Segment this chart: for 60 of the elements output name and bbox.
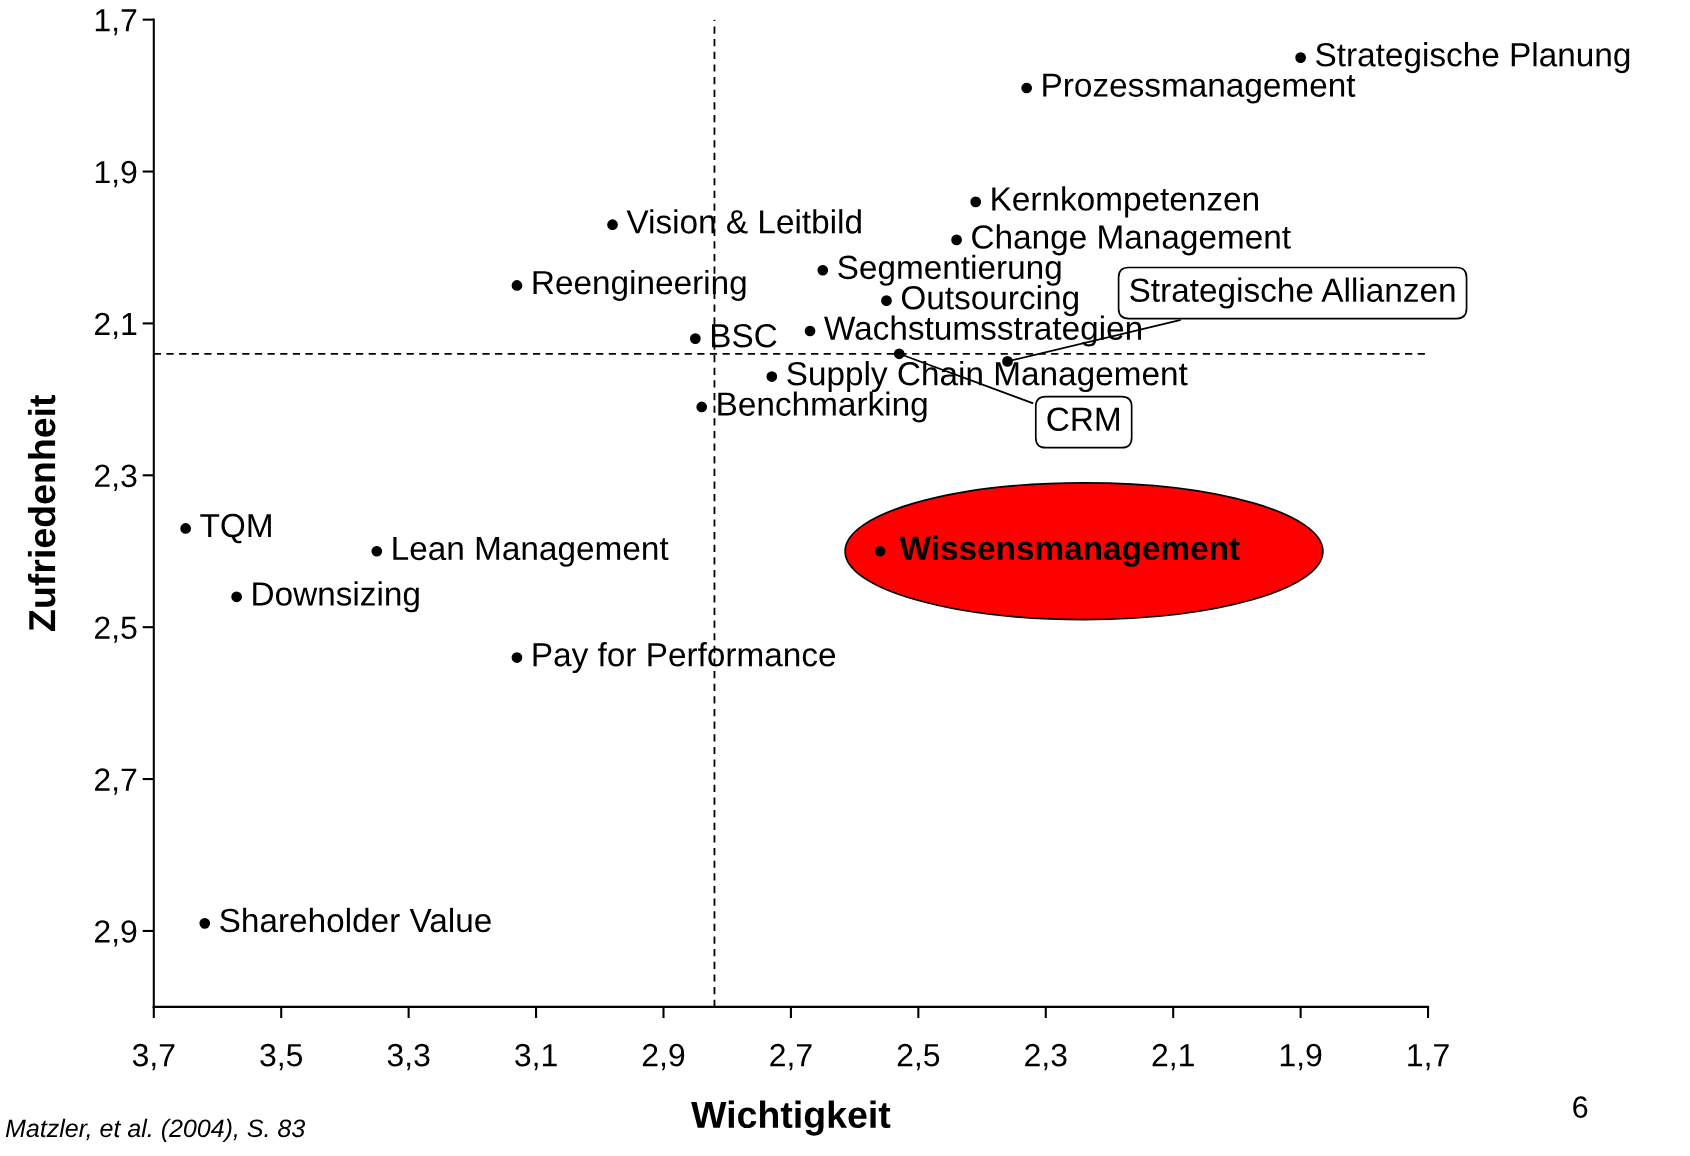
point [874,545,886,557]
x-tick-label: 2,3 [1025,1043,1067,1071]
point [881,295,892,306]
x-tick-label: 2,5 [897,1043,940,1071]
annotation: Prozessmanagement [1043,73,1356,104]
y-axis-title: Zufriedenheit [27,394,56,631]
y-tick-label: 2,3 [95,464,137,491]
annotation: Pay for Performance [533,642,836,674]
x-tick-label: 2,7 [770,1043,812,1071]
y-tick-label: 2,1 [95,312,137,340]
point [893,348,905,360]
annotation: Wachstumsstrategien [824,315,1141,347]
x-tick-label: 1,9 [1280,1043,1322,1071]
x-axis-title: Wichtigkeit [691,1100,891,1136]
point [970,196,982,208]
annotation: Benchmarking [718,391,927,423]
y-tick-label: 2,5 [95,616,137,643]
point [511,652,523,663]
point [371,545,383,557]
text: 6 [1573,1096,1588,1118]
y-tick-label: 2,9 [95,920,137,947]
x-tick-label: 3,3 [387,1043,430,1071]
point [804,325,816,337]
x-tick-label: 3,1 [515,1043,557,1071]
annotation: Segmentierung [838,254,1061,286]
annotation: Reengineering [533,269,746,301]
annotation: TQM [200,513,271,544]
point [199,917,211,929]
y-tick-label: 2,7 [95,768,137,795]
annotation: Vision & Leitbild [626,209,861,234]
annotation: Strategische Allianzen [1130,277,1455,309]
point [511,280,523,291]
annotation: Lean Management [393,536,669,567]
annotation: Change Management [972,224,1291,256]
point [607,219,618,231]
annotation: Wissensmanagement [899,535,1240,567]
point [951,234,962,246]
x-tick-label: 1,7 [1408,1044,1449,1071]
point [689,333,701,344]
x-tick-label: 2,1 [1152,1043,1194,1071]
x-tick-label: 2,9 [642,1043,685,1071]
point [766,371,778,382]
point [696,401,708,413]
annotation: CRM [1047,407,1119,432]
y-tick-label: 1,7 [95,9,137,36]
point [817,264,829,276]
y-tick-label: 1,9 [95,160,137,188]
x-tick-label: 3,7 [132,1043,175,1071]
annotation: Outsourcing [901,285,1078,317]
point [180,523,191,534]
point [231,591,242,603]
text: Matzler, et al. (2004), S. 83 [5,1118,305,1143]
annotation: Shareholder Value [220,907,491,933]
x-tick-label: 3,5 [260,1043,303,1071]
annotation: Kernkompetenzen [992,186,1258,218]
annotation: Downsizing [253,581,419,613]
annotation: BSC [711,323,777,348]
point [1021,82,1033,94]
annotation: Strategische Planung [1316,42,1630,74]
point [1295,52,1306,63]
